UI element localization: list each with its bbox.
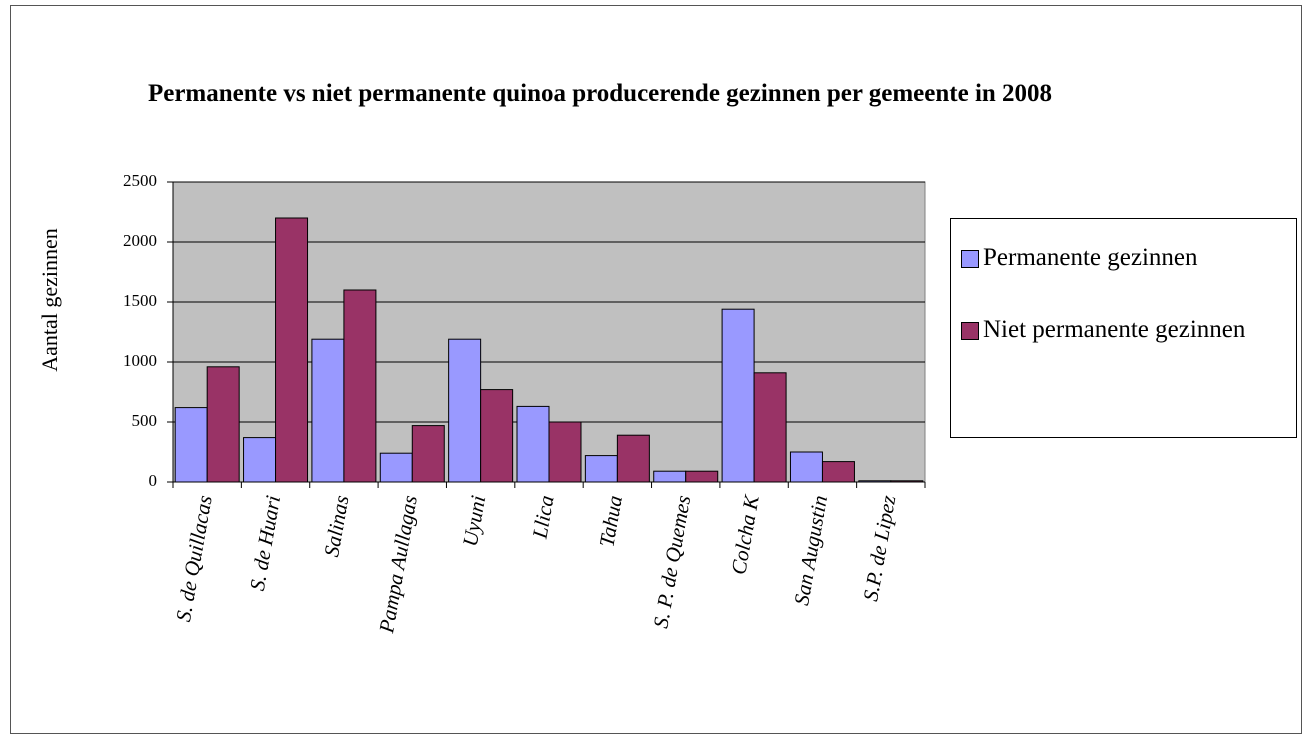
x-tick-label: Llica bbox=[527, 494, 558, 542]
x-tick-label: S. P. de Quemes bbox=[648, 494, 695, 630]
bar bbox=[548, 421, 582, 483]
bar bbox=[753, 372, 787, 483]
bar bbox=[789, 451, 823, 483]
bar bbox=[616, 434, 650, 483]
x-tick-label: Colcha K bbox=[726, 493, 764, 577]
bar bbox=[721, 308, 755, 483]
x-tick-label: S. de Quillacas bbox=[171, 494, 217, 624]
y-tick-label: 1000 bbox=[123, 351, 157, 370]
bar bbox=[448, 338, 482, 483]
bar bbox=[343, 289, 377, 483]
x-tick-label: Tahua bbox=[594, 494, 627, 549]
bar bbox=[275, 217, 309, 483]
bar bbox=[206, 366, 240, 483]
bar bbox=[653, 470, 687, 483]
x-tick-label: San Augustin bbox=[789, 494, 832, 608]
y-tick-label: 0 bbox=[149, 471, 158, 490]
bar bbox=[311, 338, 345, 483]
legend-swatch bbox=[961, 322, 979, 340]
y-tick-label: 500 bbox=[132, 411, 158, 430]
x-tick-label: S. de Huari bbox=[245, 493, 285, 592]
x-tick-label: S.P. de Lipez bbox=[858, 494, 900, 603]
bar bbox=[821, 461, 855, 483]
bar bbox=[516, 405, 550, 483]
y-tick-label: 2500 bbox=[123, 171, 157, 190]
legend-entry: Niet permanente gezinnen bbox=[961, 313, 1288, 347]
legend-label: Niet permanente gezinnen bbox=[983, 316, 1246, 343]
bar bbox=[379, 452, 413, 483]
bar bbox=[174, 407, 208, 483]
x-tick-label: Uyuni bbox=[458, 493, 491, 548]
chart-title: Permanente vs niet permanente quinoa pro… bbox=[147, 80, 1053, 107]
x-tick-label: Pampa Aullagas bbox=[374, 494, 422, 636]
chart-frame bbox=[10, 5, 1302, 734]
y-tick-label: 2000 bbox=[123, 231, 157, 250]
legend-swatch bbox=[961, 250, 979, 268]
bar bbox=[584, 455, 618, 483]
y-tick-label: 1500 bbox=[123, 291, 157, 310]
bar bbox=[411, 425, 445, 483]
bar bbox=[480, 389, 514, 483]
bar bbox=[685, 470, 719, 483]
legend-entry: Permanente gezinnen bbox=[961, 241, 1288, 275]
bar bbox=[243, 437, 277, 483]
legend-label: Permanente gezinnen bbox=[983, 244, 1198, 271]
y-axis-label: Aantal gezinnen bbox=[37, 228, 62, 372]
x-tick-label: Salinas bbox=[319, 494, 353, 559]
legend: Permanente gezinnen Niet permanente gezin… bbox=[950, 218, 1297, 438]
